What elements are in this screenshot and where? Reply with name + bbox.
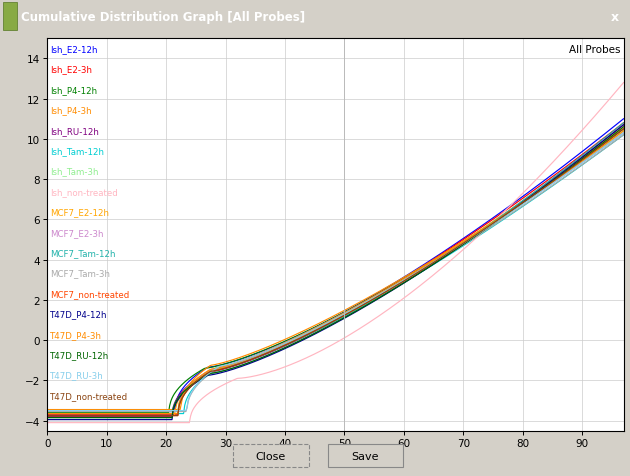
Text: Ish_Tam-3h: Ish_Tam-3h [50,167,99,176]
Text: MCF7_E2-12h: MCF7_E2-12h [50,208,109,217]
Text: Cumulative Distribution Graph [All Probes]: Cumulative Distribution Graph [All Probe… [21,10,305,24]
Text: Ish_E2-3h: Ish_E2-3h [50,65,92,74]
Text: MCF7_Tam-3h: MCF7_Tam-3h [50,269,110,278]
Text: MCF7_E2-3h: MCF7_E2-3h [50,228,103,237]
Text: Ish_E2-12h: Ish_E2-12h [50,45,98,54]
Text: T47D_RU-3h: T47D_RU-3h [50,371,104,380]
Text: MCF7_non-treated: MCF7_non-treated [50,289,129,298]
Text: T47D_P4-3h: T47D_P4-3h [50,330,102,339]
Text: Ish_P4-3h: Ish_P4-3h [50,106,92,115]
Text: Ish_Tam-12h: Ish_Tam-12h [50,147,104,156]
Text: Ish_P4-12h: Ish_P4-12h [50,86,97,95]
Text: All Probes: All Probes [570,45,621,55]
Text: T47D_P4-12h: T47D_P4-12h [50,310,108,319]
Text: T47D_non-treated: T47D_non-treated [50,391,129,400]
Text: Ish_non-treated: Ish_non-treated [50,188,118,197]
FancyBboxPatch shape [233,444,309,467]
Text: T47D_RU-12h: T47D_RU-12h [50,350,110,359]
Text: Close: Close [256,451,286,461]
Text: Save: Save [352,451,379,461]
Text: x: x [611,10,619,24]
FancyBboxPatch shape [328,444,403,467]
Text: MCF7_Tam-12h: MCF7_Tam-12h [50,248,116,258]
Text: Ish_RU-12h: Ish_RU-12h [50,127,99,135]
Bar [3,3,17,31]
